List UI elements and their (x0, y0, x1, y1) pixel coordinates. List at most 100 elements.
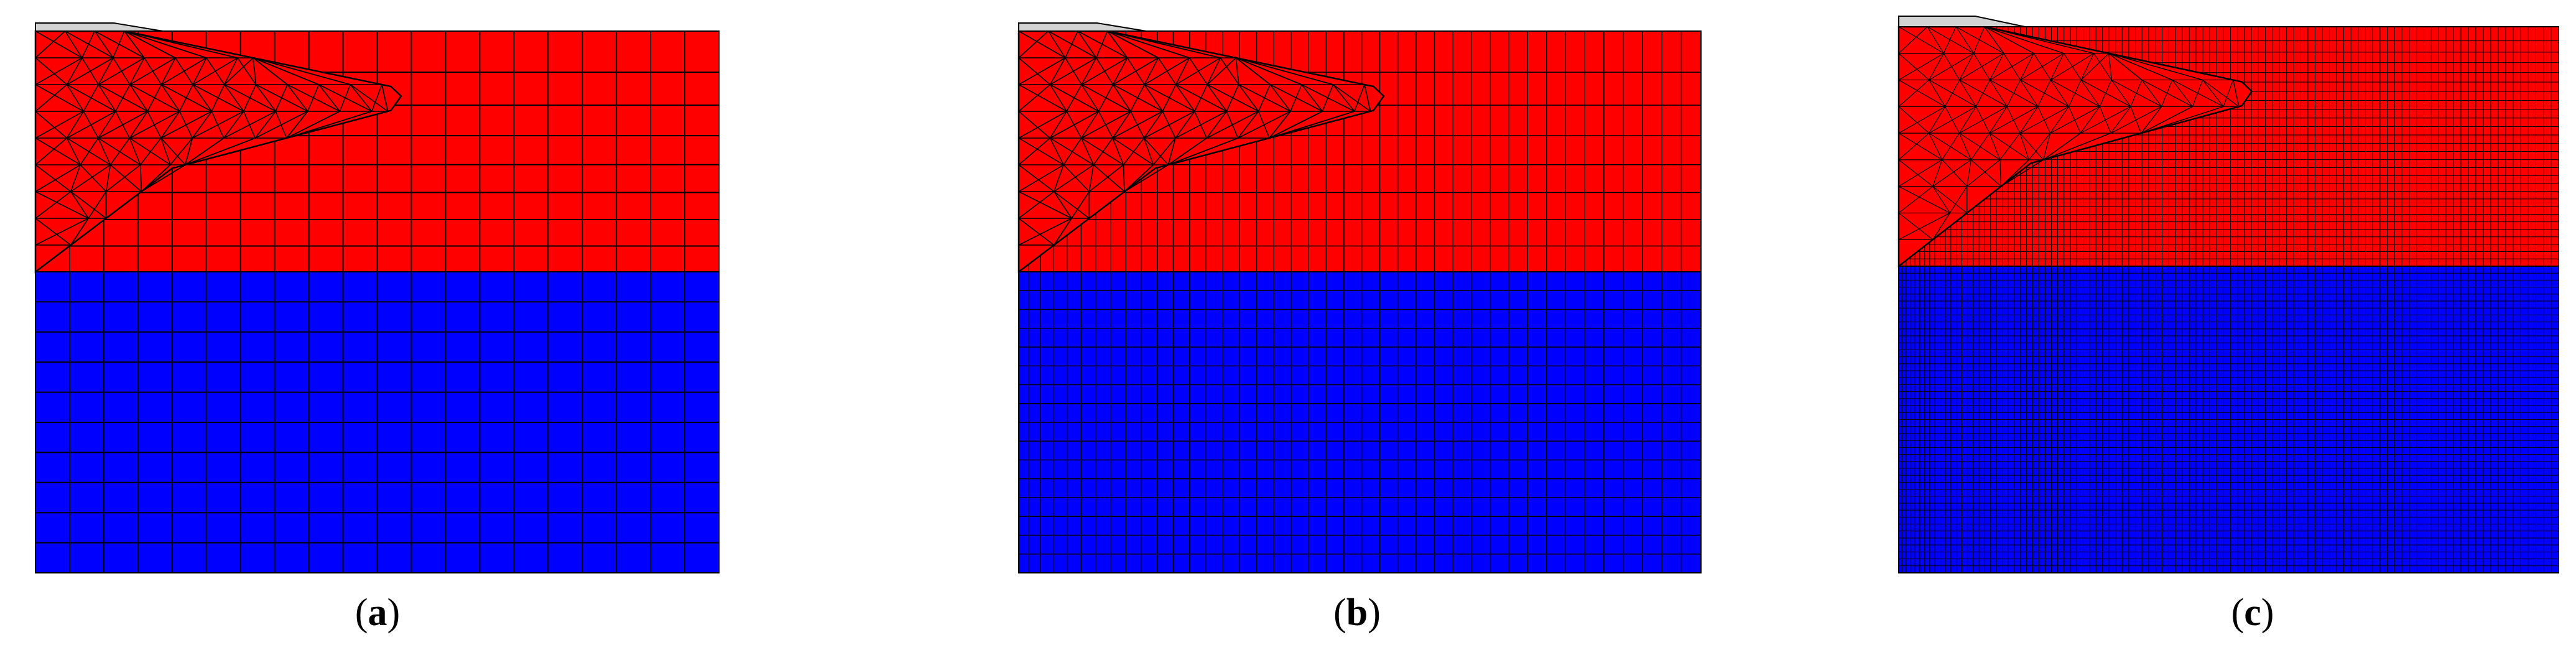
triangle-edge (1269, 111, 1371, 139)
triangle-edge (1999, 159, 2002, 187)
triangle-edge (371, 84, 382, 112)
triangle-edge (1124, 164, 1169, 192)
triangle-edge (1066, 84, 1082, 112)
triangle-edge (124, 30, 254, 58)
triangle-edge (1143, 137, 1169, 165)
triangle-edge (83, 84, 99, 112)
triangle-edge (1942, 132, 1960, 160)
triangle-edge (1984, 26, 2034, 54)
triangle-edge (1098, 84, 1114, 112)
triangle-edge (211, 84, 225, 112)
triangle-edge (253, 57, 257, 85)
triangle-edge (160, 111, 180, 139)
triangle-edge (1018, 84, 1067, 112)
triangle-edge (339, 84, 351, 112)
triangle-edge (1929, 53, 1944, 80)
triangle-edge (64, 30, 83, 58)
triangular-mesh-wedge (34, 30, 402, 274)
triangle-edge (224, 57, 238, 85)
triangle-edge (1898, 53, 1930, 81)
triangle-edge (1018, 164, 1064, 192)
triangle-edge (129, 57, 176, 85)
triangle-edge (1207, 84, 1227, 112)
triangle-edge (98, 84, 116, 112)
triangle-edge (98, 111, 116, 139)
triangle-edge (1942, 159, 1968, 187)
triangle-edge (1235, 57, 1239, 85)
triangle-edge (1093, 164, 1125, 192)
triangle-edge (192, 57, 207, 85)
triangle-edge (1238, 111, 1259, 139)
triangle-edge (1175, 57, 1221, 85)
triangle-edge (65, 30, 114, 58)
triangle-edge (1898, 26, 1928, 54)
triangle-edge (1018, 137, 1050, 165)
triangle-edge (2043, 132, 2141, 160)
triangle-edge (1332, 84, 1355, 112)
triangle-edge (2108, 53, 2143, 81)
triangle-edge (1236, 57, 1365, 85)
triangle-edge (1047, 30, 1066, 58)
triangle-edge (67, 57, 114, 85)
panel-label-a: (a) (355, 592, 400, 634)
triangle-edge (1123, 164, 1125, 192)
triangle-edge (1018, 57, 1066, 85)
triangle-edge (35, 191, 89, 219)
triangle-edge (2020, 53, 2034, 80)
triangle-edge (1959, 106, 2008, 134)
triangle-edge (2108, 53, 2203, 81)
triangle-edge (1018, 30, 1049, 58)
triangle-edge (1088, 164, 1124, 192)
triangle-edge (2001, 159, 2044, 187)
triangle-edge (170, 137, 193, 165)
triangle-edge (1898, 80, 1945, 107)
triangle-edge (1932, 159, 1943, 187)
triangle-edge (1929, 106, 1946, 134)
panel-b (1017, 22, 1702, 573)
triangle-edge (192, 57, 238, 85)
triangle-edge (2043, 132, 2051, 160)
triangle-edge (1235, 57, 1302, 85)
triangle-edge (223, 111, 244, 139)
triangle-edge (1973, 26, 1985, 54)
triangle-edge (1989, 106, 2039, 134)
triangle-edge (1081, 111, 1100, 139)
triangle-edge (1168, 137, 1207, 165)
triangle-edge (35, 164, 81, 192)
triangle-edge (1967, 159, 1971, 187)
triangle-edge (67, 111, 116, 139)
triangle-edge (1929, 53, 1974, 81)
triangle-edge (1077, 30, 1128, 58)
triangle-edge (106, 191, 142, 219)
triangle-edge (254, 111, 276, 139)
triangle-edge (1970, 159, 2001, 187)
triangle-edge (1959, 53, 1975, 80)
triangle-edge (1990, 53, 2004, 80)
triangle-edge (2019, 132, 2029, 160)
triangle-edge (81, 30, 95, 58)
triangle-edge (1124, 164, 1154, 192)
triangle-edge (1322, 84, 1334, 112)
triangle-edge (124, 30, 176, 58)
triangle-edge (129, 137, 141, 165)
triangle-edge (350, 84, 373, 112)
triangle-edge (1054, 191, 1090, 219)
triangle-edge (1269, 111, 1355, 139)
triangle-edge (1018, 30, 1066, 58)
triangle-edge (1269, 84, 1291, 112)
triangle-edge (1081, 137, 1094, 165)
triangle-edge (2028, 132, 2051, 160)
triangle-edge (1999, 132, 2021, 160)
triangle-edge (381, 84, 389, 112)
triangle-edge (1984, 26, 2064, 54)
triangle-edge (1301, 84, 1323, 112)
triangle-edge (2020, 80, 2039, 107)
triangle-edge (286, 111, 373, 139)
triangle-edge (2108, 53, 2112, 80)
triangle-edge (1970, 132, 1990, 160)
triangle-edge (2050, 106, 2100, 134)
triangle-edge (1143, 111, 1164, 139)
triangle-edge (2080, 106, 2100, 134)
triangle-edge (1898, 106, 1930, 134)
triangle-edge (98, 137, 111, 165)
